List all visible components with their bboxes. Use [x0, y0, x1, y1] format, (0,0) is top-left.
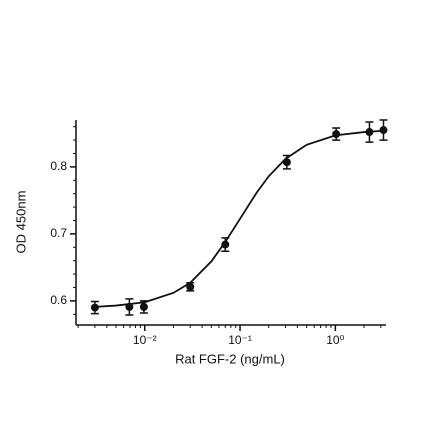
y-tick-label: 0.8: [50, 159, 67, 173]
x-axis-title: Rat FGF-2 (ng/mL): [175, 351, 285, 366]
y-tick-label: 0.6: [50, 293, 67, 307]
data-point: [186, 282, 195, 291]
data-point: [379, 126, 388, 135]
data-point: [90, 303, 99, 312]
data-point: [365, 128, 374, 137]
data-point: [332, 130, 341, 139]
x-tick-label: 10⁰: [326, 333, 344, 347]
data-point: [139, 302, 148, 311]
y-tick-label: 0.7: [50, 226, 67, 240]
fit-curve: [94, 129, 385, 308]
y-axis-title: OD 450nm: [13, 191, 28, 254]
x-tick-label: 10⁻²: [133, 333, 157, 347]
data-point: [282, 158, 291, 167]
data-point: [125, 302, 134, 311]
x-tick-label: 10⁻¹: [228, 333, 252, 347]
data-point: [221, 240, 230, 249]
